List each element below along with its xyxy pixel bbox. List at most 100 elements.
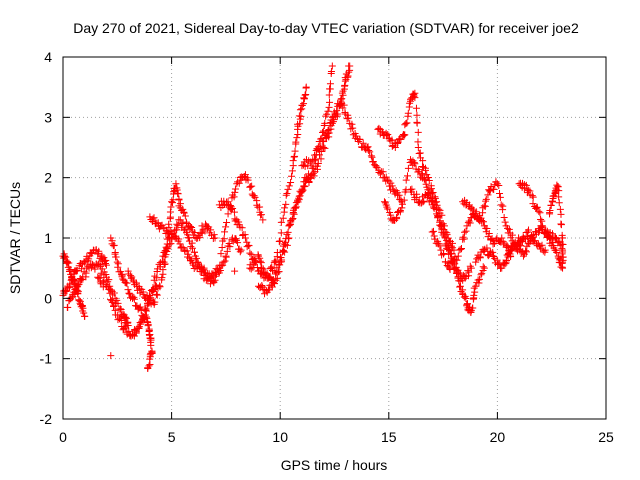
data-point [419, 157, 427, 165]
data-point [229, 205, 237, 213]
x-tick-label: 25 [598, 429, 614, 445]
data-point [528, 192, 536, 200]
data-point [507, 253, 515, 261]
data-points [59, 62, 567, 373]
data-point [325, 126, 333, 134]
data-point [344, 111, 352, 119]
data-point [485, 251, 493, 259]
data-point [130, 295, 138, 303]
data-point [333, 107, 341, 115]
data-point [112, 253, 120, 261]
data-point [277, 229, 285, 237]
data-point [247, 250, 255, 258]
data-point [221, 257, 229, 265]
data-point [159, 252, 167, 260]
data-point [215, 267, 223, 275]
data-point [276, 258, 284, 266]
data-point [281, 204, 289, 212]
data-point [303, 175, 311, 183]
data-point [503, 256, 511, 264]
data-point [169, 199, 177, 207]
data-point [554, 183, 562, 191]
data-point [482, 197, 490, 205]
data-point [125, 327, 133, 335]
outlier-point [198, 222, 206, 230]
data-point [535, 207, 543, 215]
data-point [285, 234, 293, 242]
data-point [236, 248, 244, 256]
data-point [251, 193, 259, 201]
data-point [246, 183, 254, 191]
data-point [257, 211, 265, 219]
data-point [69, 276, 77, 284]
data-point [551, 233, 559, 241]
data-point [172, 180, 180, 188]
data-point [324, 127, 332, 135]
data-point [464, 300, 472, 308]
y-axis-label: SDTVAR / TECUs [7, 182, 23, 294]
data-point [558, 250, 566, 258]
data-point [75, 280, 83, 288]
data-point [495, 181, 503, 189]
data-point [120, 323, 128, 331]
data-point [344, 72, 352, 80]
data-point [522, 181, 530, 189]
x-tick-label: 15 [381, 429, 397, 445]
data-point [307, 160, 315, 168]
data-point [413, 194, 421, 202]
data-point [266, 273, 274, 281]
data-point [199, 225, 207, 233]
data-point [422, 180, 430, 188]
data-point [430, 232, 438, 240]
data-point [396, 208, 404, 216]
data-point [456, 283, 464, 291]
data-point [222, 223, 230, 231]
data-point [533, 203, 541, 211]
data-point [190, 248, 198, 256]
data-point [259, 265, 267, 273]
data-point [116, 313, 124, 321]
data-point [462, 295, 470, 303]
data-point [288, 172, 296, 180]
data-point [85, 255, 93, 263]
data-point [281, 240, 289, 248]
data-point [476, 216, 484, 224]
data-point [388, 136, 396, 144]
data-point [555, 193, 563, 201]
data-point [284, 228, 292, 236]
data-point [61, 252, 69, 260]
data-point [367, 152, 375, 160]
data-point [383, 203, 391, 211]
data-point [218, 243, 226, 251]
data-point [419, 198, 427, 206]
data-point [284, 185, 292, 193]
data-point [114, 260, 122, 268]
data-point [186, 222, 194, 230]
data-point [158, 257, 166, 265]
data-point [220, 235, 228, 243]
data-point [537, 216, 545, 224]
y-tick-labels: -2 -1 0 1 2 3 4 [40, 49, 53, 427]
data-point [457, 245, 465, 253]
data-point [223, 247, 231, 255]
data-point [557, 210, 565, 218]
data-point [268, 263, 276, 271]
data-point [231, 188, 239, 196]
data-point [326, 98, 334, 106]
data-point [444, 259, 452, 267]
data-point [549, 238, 557, 246]
data-point [292, 140, 300, 148]
data-point [65, 259, 73, 267]
data-point [559, 256, 567, 264]
data-point [182, 218, 190, 226]
data-point [117, 316, 125, 324]
data-point [256, 257, 264, 265]
data-point [108, 297, 116, 305]
data-point [444, 240, 452, 248]
data-point [122, 323, 130, 331]
data-point [320, 144, 328, 151]
data-point [149, 215, 157, 223]
data-point [410, 159, 418, 167]
data-point [175, 196, 183, 204]
data-point [265, 286, 273, 294]
